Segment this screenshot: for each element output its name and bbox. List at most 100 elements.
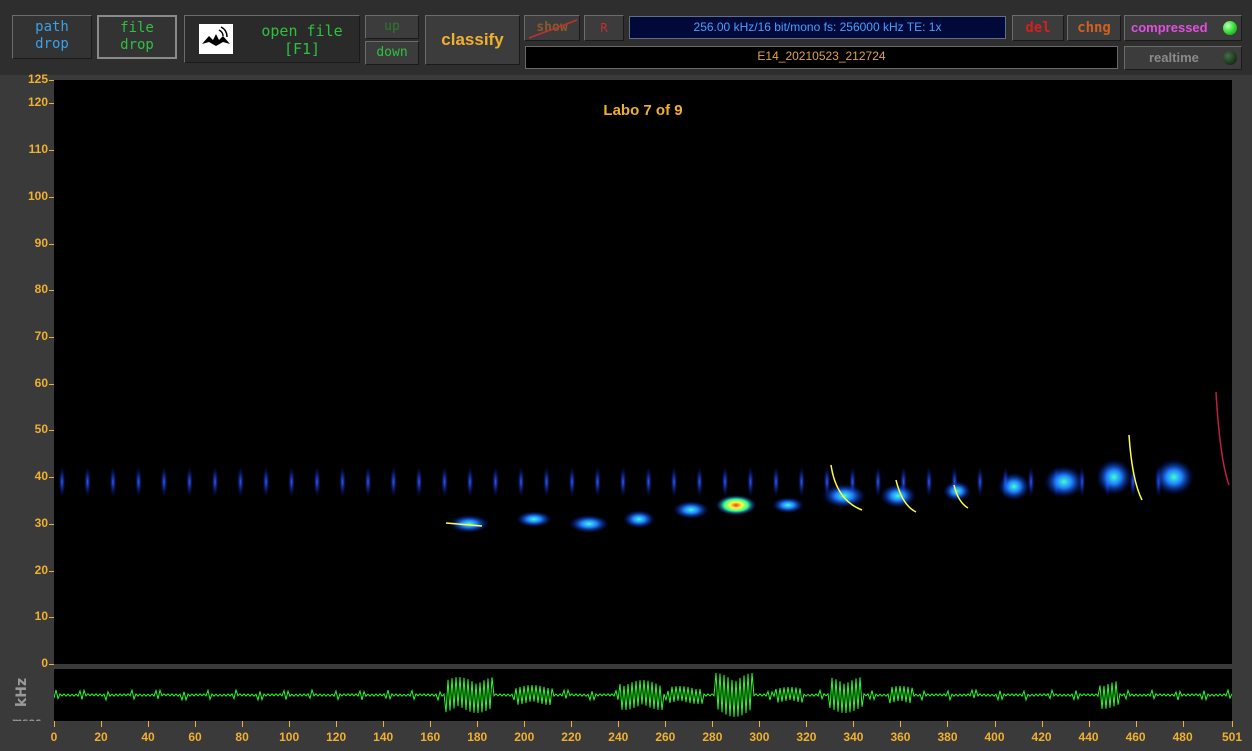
y-tick-mark — [49, 617, 54, 619]
change-button[interactable]: chng — [1067, 15, 1121, 41]
path-drop-label-1: path — [35, 19, 69, 35]
bat-call — [623, 510, 655, 529]
x-tick-mark — [54, 721, 55, 727]
y-tick-label: 40 — [34, 469, 48, 484]
open-file-button[interactable]: open file [F1] — [184, 15, 360, 63]
y-tick-mark — [49, 103, 54, 105]
open-file-shortcut: [F1] — [283, 40, 321, 58]
noise-pulse — [237, 465, 244, 498]
x-tick-label: 420 — [1031, 730, 1052, 744]
y-unit-label: kHz — [14, 677, 30, 707]
x-tick-mark — [1232, 721, 1233, 727]
file-drop-label-2: drop — [120, 37, 154, 53]
noise-pulse — [262, 465, 270, 498]
compressed-toggle[interactable]: compressed — [1124, 15, 1242, 41]
compressed-led-icon — [1223, 21, 1237, 35]
noise-pulse — [976, 465, 984, 498]
x-tick-mark — [1088, 721, 1090, 727]
x-tick-label: 120 — [326, 730, 347, 744]
x-tick-label: 220 — [561, 730, 582, 744]
x-tick-mark — [195, 721, 197, 727]
waveform-view[interactable] — [53, 669, 1233, 721]
x-tick-mark — [477, 721, 479, 727]
down-button[interactable]: down — [365, 41, 419, 65]
up-button[interactable]: up — [365, 15, 419, 39]
call-contour — [1215, 391, 1230, 486]
y-tick-mark — [49, 150, 54, 152]
noise-pulse — [364, 465, 372, 498]
r-button[interactable]: R — [584, 15, 624, 41]
spectrogram-calls — [58, 391, 1230, 533]
bat-call — [516, 511, 552, 528]
y-tick-label: 0 — [41, 656, 48, 670]
noise-pulse — [645, 465, 652, 498]
show-label: show — [536, 20, 568, 35]
noise-pulse — [288, 465, 295, 498]
y-tick-mark — [49, 523, 54, 525]
bat-logo-icon — [199, 24, 233, 54]
noise-pulse — [517, 465, 525, 498]
spectrogram-title: Labo 7 of 9 — [603, 102, 683, 119]
call-contour — [1128, 434, 1143, 501]
x-tick-label: 300 — [749, 730, 770, 744]
call-contour — [895, 479, 917, 513]
x-tick-label: 40 — [141, 730, 155, 744]
noise-pulse — [696, 465, 703, 498]
bat-call — [1154, 459, 1194, 496]
noise-pulse — [619, 465, 627, 498]
x-tick-mark — [853, 721, 855, 727]
noise-pulse — [441, 465, 448, 498]
bat-call — [716, 495, 756, 516]
x-tick-mark — [712, 721, 714, 727]
waveform-trace — [53, 672, 1233, 718]
x-tick-label: 280 — [702, 730, 723, 744]
show-button[interactable]: show — [524, 15, 580, 41]
noise-pulse — [160, 465, 168, 498]
spectrogram-plot[interactable]: Labo 7 of 9 — [54, 80, 1232, 664]
bat-call — [569, 514, 609, 533]
realtime-toggle[interactable]: realtime — [1124, 46, 1242, 70]
noise-pulse — [798, 465, 805, 498]
file-drop-label-1: file — [120, 20, 154, 36]
noise-pulse — [543, 465, 550, 498]
noise-pulse — [670, 465, 678, 498]
y-tick-label: 20 — [34, 562, 48, 577]
y-tick-label: 125 — [27, 72, 48, 86]
noise-pulse — [568, 465, 576, 498]
x-tick-mark — [759, 721, 761, 727]
y-tick-mark — [49, 430, 54, 432]
disabled-strike-icon — [528, 19, 578, 39]
x-tick-label: 240 — [608, 730, 629, 744]
y-tick-mark — [49, 383, 54, 385]
noise-pulse — [415, 465, 423, 498]
bat-call — [772, 497, 804, 514]
y-tick-mark — [49, 80, 54, 81]
x-tick-mark — [618, 721, 620, 727]
noise-pulse — [135, 465, 142, 498]
y-tick-mark — [49, 664, 54, 665]
y-tick-label: 100 — [27, 188, 48, 203]
delete-button[interactable]: del — [1012, 15, 1064, 41]
x-tick-label: 20 — [94, 730, 108, 744]
noise-pulse — [925, 465, 933, 498]
y-tick-mark — [49, 290, 54, 292]
noise-pulse — [186, 465, 193, 498]
x-tick-mark — [571, 721, 573, 727]
x-tick-label: 360 — [890, 730, 911, 744]
x-tick-mark — [1135, 721, 1137, 727]
file-drop-button[interactable]: file drop — [97, 15, 177, 59]
call-contour — [830, 464, 863, 511]
x-tick-mark — [900, 721, 902, 727]
y-tick-mark — [49, 477, 54, 479]
y-tick-label: 50 — [34, 422, 48, 437]
classify-button[interactable]: classify — [425, 15, 520, 65]
x-tick-label: 0 — [50, 730, 58, 744]
noise-pulse — [84, 465, 91, 498]
x-tick-mark — [430, 721, 432, 727]
x-tick-mark — [1182, 721, 1184, 727]
x-tick-label: 480 — [1172, 730, 1193, 744]
noise-pulse — [390, 465, 397, 498]
y-tick-mark — [49, 570, 54, 572]
path-drop-button[interactable]: path drop — [12, 15, 92, 59]
y-tick-mark — [49, 336, 54, 338]
